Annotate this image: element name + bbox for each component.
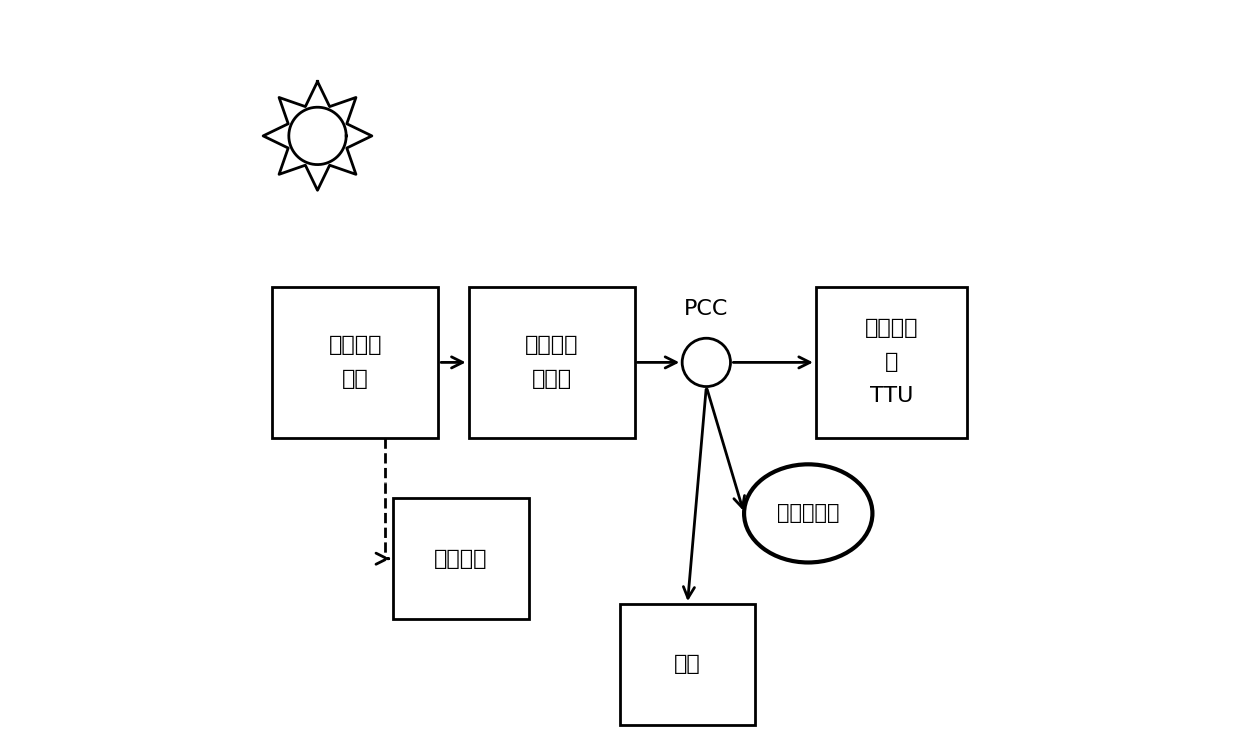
Text: 逆变器: 逆变器	[532, 369, 571, 390]
Text: 器: 器	[885, 353, 898, 372]
FancyBboxPatch shape	[468, 287, 634, 438]
FancyBboxPatch shape	[393, 498, 529, 619]
FancyBboxPatch shape	[273, 287, 439, 438]
Text: 太阳能电: 太阳能电	[328, 335, 382, 356]
FancyBboxPatch shape	[815, 287, 966, 438]
Text: 无线传感器: 无线传感器	[777, 504, 840, 523]
Text: TTU: TTU	[870, 387, 913, 406]
Text: 储能模组: 储能模组	[434, 549, 488, 569]
Ellipse shape	[745, 464, 872, 562]
Circle shape	[683, 338, 731, 387]
Text: PCC: PCC	[684, 300, 729, 319]
Text: 池板: 池板	[342, 369, 369, 390]
Text: 光伏并网: 光伏并网	[525, 335, 579, 356]
Text: 配电变压: 配电变压	[865, 319, 918, 338]
Text: 用户: 用户	[674, 655, 701, 674]
FancyBboxPatch shape	[620, 604, 756, 725]
